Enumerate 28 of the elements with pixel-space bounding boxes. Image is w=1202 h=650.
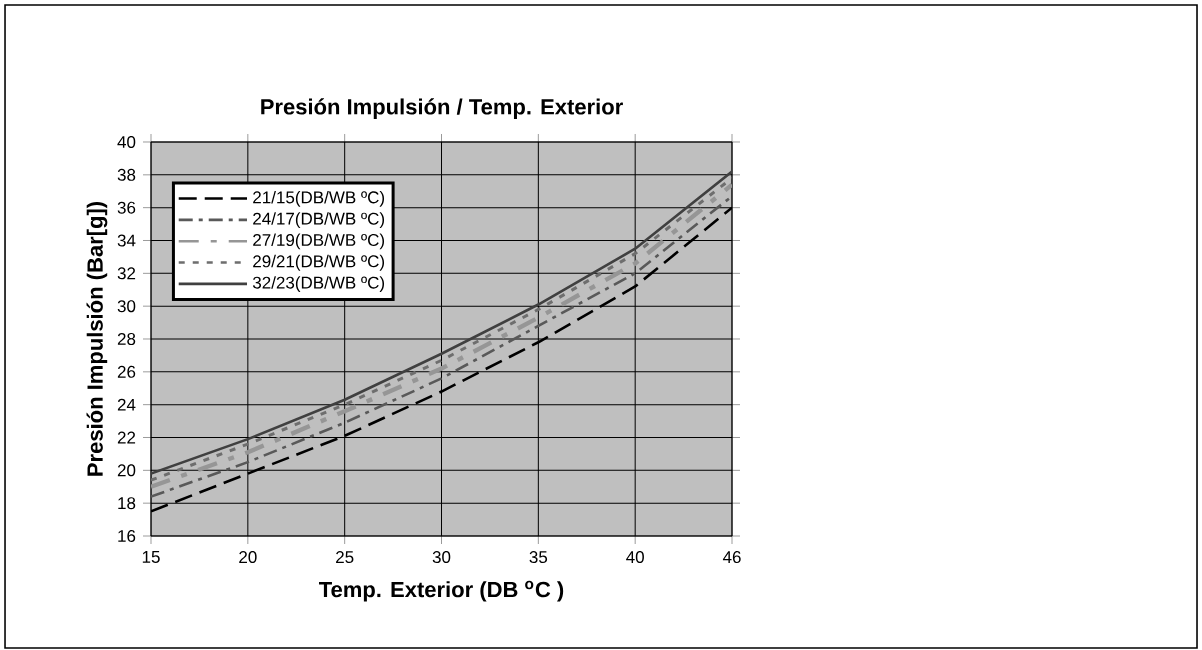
x-tick-label: 20 [239,551,257,564]
y-tick-label: 22 [117,431,136,444]
x-tick-label: 15 [142,551,160,563]
legend-label: 27/19(DB/WB ºC) [253,233,385,250]
legend-label: 29/21(DB/WB ºC) [253,254,385,271]
y-tick-label: 20 [117,464,136,477]
y-tick-label: 34 [117,234,136,247]
text: Temp. Exterior (DB $^{o}$C ) [319,580,564,602]
x-tick-label: 30 [432,551,451,564]
y-tick-label: 16 [118,529,136,543]
x-tick-label: 40 [626,551,644,564]
chart-title: Presión Impulsión / Temp. Exterior [261,98,623,119]
x-tick-label: 25 [336,551,354,564]
y-tick-label: 28 [117,333,136,346]
y-tick-label: 36 [117,201,136,214]
y-axis-title: Presión Impulsión (Bar[g]) [86,201,108,476]
y-tick-label: 18 [118,497,136,510]
y-tick-label: 30 [117,300,136,313]
y-tick-label: 24 [117,398,136,411]
y-tick-label: 26 [117,365,136,378]
legend-label: 21/15(DB/WB ºC) [253,190,385,207]
legend-label: 32/23(DB/WB ºC) [252,276,385,293]
y-tick-label: 32 [117,267,136,280]
x-tick-label: 46 [722,551,741,564]
x-tick-label: 35 [529,551,548,564]
y-tick-label: 40 [117,136,136,149]
y-tick-label: 38 [117,168,136,181]
legend-label: 24/17(DB/WB ºC) [253,212,385,229]
